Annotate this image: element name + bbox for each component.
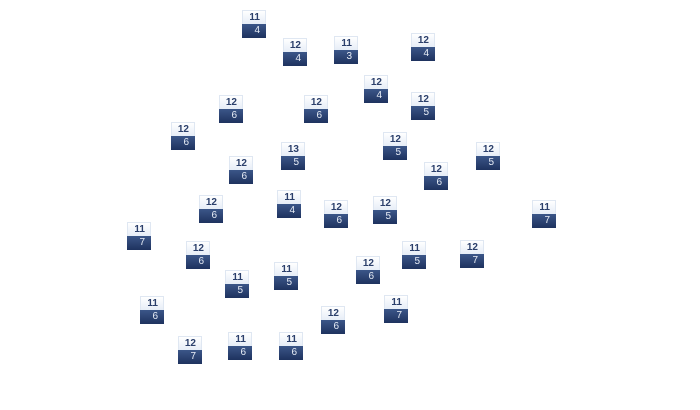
node[interactable]: 12 6: [304, 95, 328, 123]
node[interactable]: 12 7: [178, 336, 202, 364]
node-bottom-value: 5: [281, 156, 305, 170]
node[interactable]: 12 4: [364, 75, 388, 103]
node[interactable]: 12 6: [229, 156, 253, 184]
node-bottom-value: 6: [219, 109, 243, 123]
node-top-value: 11: [140, 296, 164, 310]
node-bottom-value: 6: [356, 270, 380, 284]
node-bottom-value: 6: [321, 320, 345, 334]
node-bottom-value: 5: [411, 106, 435, 120]
node-top-value: 12: [476, 142, 500, 156]
node-bottom-value: 5: [402, 255, 426, 269]
node-top-value: 11: [225, 270, 249, 284]
node-top-value: 12: [411, 33, 435, 47]
node-bottom-value: 7: [178, 350, 202, 364]
node-bottom-value: 5: [225, 284, 249, 298]
node-top-value: 11: [242, 10, 266, 24]
node-top-value: 11: [228, 332, 252, 346]
node-bottom-value: 7: [460, 254, 484, 268]
node-bottom-value: 4: [364, 89, 388, 103]
node[interactable]: 11 4: [242, 10, 266, 38]
node[interactable]: 12 6: [321, 306, 345, 334]
node-top-value: 12: [373, 196, 397, 210]
node-top-value: 12: [283, 38, 307, 52]
node[interactable]: 12 6: [186, 241, 210, 269]
node-top-value: 11: [334, 36, 358, 50]
node[interactable]: 11 7: [532, 200, 556, 228]
node-top-value: 12: [424, 162, 448, 176]
node-top-value: 12: [178, 336, 202, 350]
node-top-value: 11: [402, 241, 426, 255]
node-top-value: 11: [532, 200, 556, 214]
node[interactable]: 11 3: [334, 36, 358, 64]
node[interactable]: 12 5: [476, 142, 500, 170]
node[interactable]: 11 7: [127, 222, 151, 250]
node-bottom-value: 4: [411, 47, 435, 61]
node-top-value: 12: [219, 95, 243, 109]
node-bottom-value: 7: [127, 236, 151, 250]
node-bottom-value: 5: [476, 156, 500, 170]
node[interactable]: 12 4: [283, 38, 307, 66]
node-bottom-value: 6: [186, 255, 210, 269]
node-top-value: 13: [281, 142, 305, 156]
node[interactable]: 12 5: [411, 92, 435, 120]
node[interactable]: 11 7: [384, 295, 408, 323]
node[interactable]: 12 6: [324, 200, 348, 228]
node-top-value: 11: [279, 332, 303, 346]
node-bottom-value: 6: [229, 170, 253, 184]
node-top-value: 11: [127, 222, 151, 236]
node[interactable]: 12 6: [356, 256, 380, 284]
node-top-value: 11: [277, 190, 301, 204]
node[interactable]: 11 6: [140, 296, 164, 324]
node-top-value: 12: [199, 195, 223, 209]
node-bottom-value: 6: [171, 136, 195, 150]
node-bottom-value: 6: [228, 346, 252, 360]
node[interactable]: 12 5: [373, 196, 397, 224]
node-top-value: 11: [274, 262, 298, 276]
node[interactable]: 12 6: [424, 162, 448, 190]
node-bottom-value: 7: [384, 309, 408, 323]
node-top-value: 12: [324, 200, 348, 214]
node[interactable]: 12 4: [411, 33, 435, 61]
node[interactable]: 11 6: [279, 332, 303, 360]
node[interactable]: 11 6: [228, 332, 252, 360]
node-top-value: 12: [321, 306, 345, 320]
node[interactable]: 11 5: [402, 241, 426, 269]
node-bottom-value: 5: [383, 146, 407, 160]
node-top-value: 12: [186, 241, 210, 255]
node-top-value: 12: [171, 122, 195, 136]
node-bottom-value: 7: [532, 214, 556, 228]
node-top-value: 12: [356, 256, 380, 270]
node-bottom-value: 6: [424, 176, 448, 190]
node-bottom-value: 6: [324, 214, 348, 228]
node[interactable]: 11 5: [225, 270, 249, 298]
node-bottom-value: 4: [283, 52, 307, 66]
node-bottom-value: 6: [140, 310, 164, 324]
node-bottom-value: 4: [242, 24, 266, 38]
node-bottom-value: 6: [199, 209, 223, 223]
node-bottom-value: 6: [279, 346, 303, 360]
node[interactable]: 12 7: [460, 240, 484, 268]
node-bottom-value: 5: [373, 210, 397, 224]
node-top-value: 12: [304, 95, 328, 109]
node-top-value: 12: [229, 156, 253, 170]
node[interactable]: 11 5: [274, 262, 298, 290]
node[interactable]: 13 5: [281, 142, 305, 170]
node[interactable]: 12 6: [219, 95, 243, 123]
node-top-value: 12: [364, 75, 388, 89]
node-top-value: 12: [460, 240, 484, 254]
node[interactable]: 12 6: [199, 195, 223, 223]
node-top-value: 12: [383, 132, 407, 146]
node-top-value: 12: [411, 92, 435, 106]
node[interactable]: 12 6: [171, 122, 195, 150]
node-bottom-value: 6: [304, 109, 328, 123]
node[interactable]: 11 4: [277, 190, 301, 218]
node-bottom-value: 4: [277, 204, 301, 218]
node-top-value: 11: [384, 295, 408, 309]
node[interactable]: 12 5: [383, 132, 407, 160]
node-bottom-value: 5: [274, 276, 298, 290]
node-bottom-value: 3: [334, 50, 358, 64]
